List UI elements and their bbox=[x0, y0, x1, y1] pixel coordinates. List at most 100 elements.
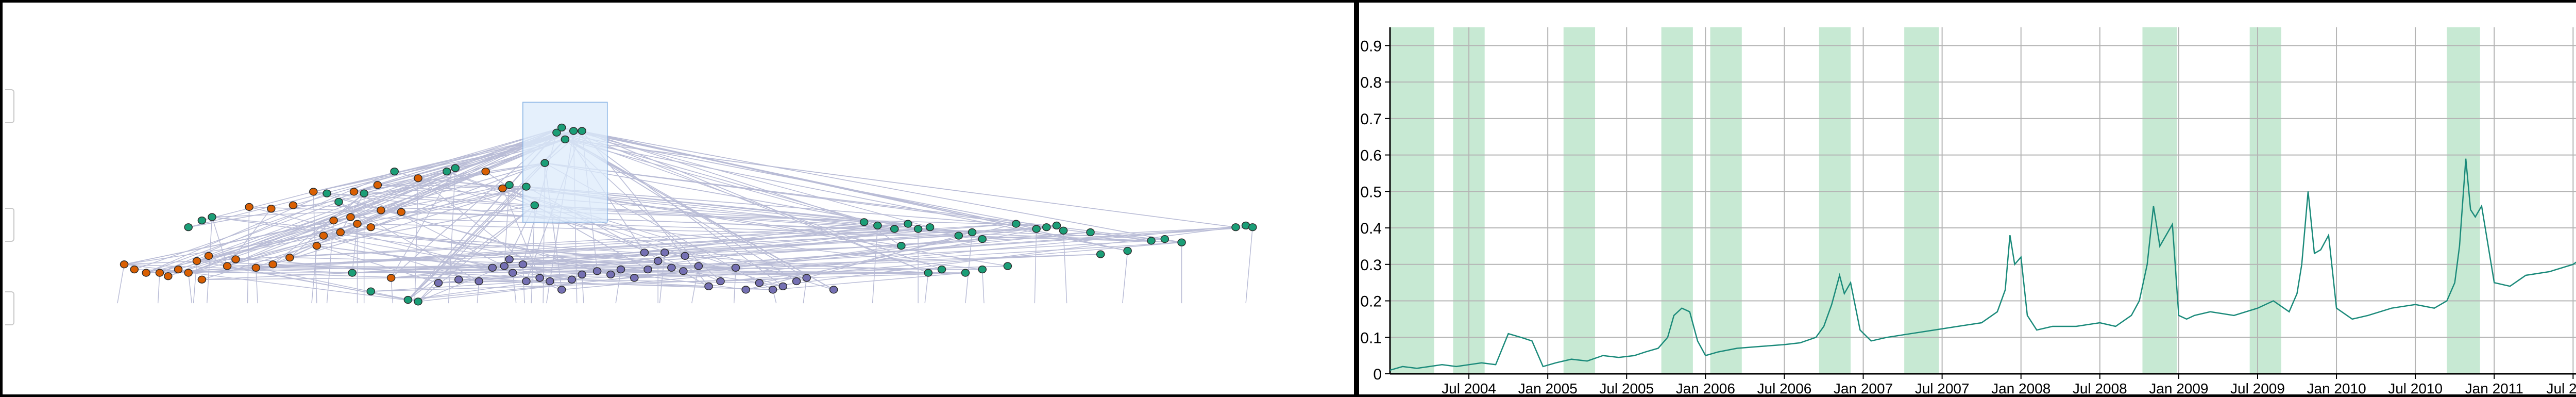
network-node-purple[interactable] bbox=[716, 277, 725, 286]
network-node-orange[interactable] bbox=[142, 269, 150, 277]
panel-edge-tab-2[interactable] bbox=[5, 208, 14, 242]
network-node-purple[interactable] bbox=[505, 255, 514, 263]
network-node-green[interactable] bbox=[505, 181, 514, 189]
panel-edge-tab-1[interactable] bbox=[5, 89, 14, 123]
network-node-green[interactable] bbox=[954, 231, 963, 240]
network-node-green[interactable] bbox=[1160, 235, 1170, 243]
network-node-purple[interactable] bbox=[792, 277, 801, 286]
network-node-purple[interactable] bbox=[802, 274, 811, 282]
network-node-orange[interactable] bbox=[373, 181, 382, 189]
network-node-orange[interactable] bbox=[174, 265, 183, 274]
network-node-purple[interactable] bbox=[741, 286, 750, 294]
panel-edge-tab-3[interactable] bbox=[5, 291, 14, 325]
network-node-green[interactable] bbox=[540, 159, 549, 167]
network-node-orange[interactable] bbox=[204, 252, 213, 260]
network-node-orange[interactable] bbox=[130, 265, 139, 274]
network-node-orange[interactable] bbox=[397, 208, 406, 216]
network-node-green[interactable] bbox=[403, 295, 413, 304]
network-node-orange[interactable] bbox=[267, 205, 276, 213]
network-node-green[interactable] bbox=[1086, 228, 1095, 237]
network-node-green[interactable] bbox=[925, 223, 935, 231]
network-node-purple[interactable] bbox=[567, 275, 577, 284]
network-node-orange[interactable] bbox=[329, 216, 338, 225]
network-node-green[interactable] bbox=[1123, 246, 1132, 255]
network-node-green[interactable] bbox=[569, 127, 578, 135]
network-node-green[interactable] bbox=[366, 287, 376, 295]
network-node-purple[interactable] bbox=[518, 260, 528, 269]
network-node-green[interactable] bbox=[561, 135, 570, 143]
network-node-purple[interactable] bbox=[606, 270, 615, 279]
network-node-orange[interactable] bbox=[164, 272, 173, 280]
network-node-green[interactable] bbox=[360, 189, 368, 197]
network-node-green[interactable] bbox=[1052, 221, 1061, 230]
network-node-green[interactable] bbox=[859, 218, 869, 226]
network-node-green[interactable] bbox=[1042, 223, 1051, 231]
network-node-green[interactable] bbox=[1231, 223, 1240, 231]
network-node-green[interactable] bbox=[1248, 223, 1257, 231]
network-node-orange[interactable] bbox=[251, 263, 261, 272]
network-node-orange[interactable] bbox=[498, 184, 507, 192]
network-node-green[interactable] bbox=[968, 228, 977, 237]
network-node-orange[interactable] bbox=[285, 254, 294, 262]
network-node-orange[interactable] bbox=[366, 223, 376, 231]
network-node-orange[interactable] bbox=[481, 167, 490, 176]
network-node-green[interactable] bbox=[961, 269, 970, 277]
network-node-purple[interactable] bbox=[768, 286, 777, 294]
network-node-orange[interactable] bbox=[155, 269, 164, 277]
network-node-green[interactable] bbox=[323, 189, 331, 197]
network-node-purple[interactable] bbox=[454, 275, 463, 284]
network-node-green[interactable] bbox=[904, 220, 912, 228]
network-node-purple[interactable] bbox=[535, 274, 544, 282]
network-node-green[interactable] bbox=[578, 127, 586, 135]
network-node-green[interactable] bbox=[924, 269, 933, 277]
network-node-green[interactable] bbox=[913, 225, 923, 233]
network-node-green[interactable] bbox=[897, 242, 906, 250]
network-node-purple[interactable] bbox=[508, 269, 517, 277]
network-node-purple[interactable] bbox=[679, 267, 688, 275]
network-node-green[interactable] bbox=[937, 265, 946, 274]
network-node-orange[interactable] bbox=[386, 274, 396, 282]
network-node-green[interactable] bbox=[334, 197, 343, 206]
network-node-green[interactable] bbox=[1147, 237, 1156, 245]
network-node-green[interactable] bbox=[1059, 226, 1068, 235]
network-node-purple[interactable] bbox=[488, 263, 497, 272]
network-node-orange[interactable] bbox=[353, 220, 362, 228]
network-node-green[interactable] bbox=[184, 223, 193, 231]
network-node-orange[interactable] bbox=[346, 213, 355, 221]
network-node-orange[interactable] bbox=[336, 228, 345, 237]
network-node-orange[interactable] bbox=[268, 260, 277, 269]
network-node-purple[interactable] bbox=[640, 249, 649, 257]
network-node-green[interactable] bbox=[552, 128, 561, 137]
network-node-green[interactable] bbox=[978, 235, 987, 243]
network-node-purple[interactable] bbox=[653, 257, 663, 265]
network-node-green[interactable] bbox=[414, 297, 422, 306]
network-node-green[interactable] bbox=[451, 164, 460, 172]
network-node-orange[interactable] bbox=[223, 262, 232, 270]
network-node-purple[interactable] bbox=[500, 262, 509, 270]
network-panel[interactable] bbox=[0, 0, 1357, 397]
network-node-green[interactable] bbox=[1011, 220, 1021, 228]
network-node-green[interactable] bbox=[530, 201, 539, 209]
network-node-green[interactable] bbox=[390, 167, 399, 176]
network-node-orange[interactable] bbox=[377, 206, 385, 214]
network-node-green[interactable] bbox=[208, 213, 216, 221]
network-node-purple[interactable] bbox=[434, 279, 443, 287]
network-node-green[interactable] bbox=[443, 167, 451, 176]
network-node-orange[interactable] bbox=[312, 242, 321, 250]
network-node-orange[interactable] bbox=[309, 188, 318, 196]
network-node-purple[interactable] bbox=[681, 252, 689, 260]
network-node-purple[interactable] bbox=[557, 286, 566, 294]
network-node-purple[interactable] bbox=[660, 249, 669, 257]
network-node-purple[interactable] bbox=[474, 277, 483, 286]
network-node-orange[interactable] bbox=[120, 260, 129, 269]
network-node-purple[interactable] bbox=[643, 265, 652, 274]
network-node-orange[interactable] bbox=[349, 188, 359, 196]
network-node-green[interactable] bbox=[557, 123, 566, 132]
network-node-purple[interactable] bbox=[778, 282, 788, 290]
network-node-orange[interactable] bbox=[319, 231, 328, 240]
network-node-green[interactable] bbox=[1177, 238, 1186, 246]
network-node-purple[interactable] bbox=[829, 286, 838, 294]
network-node-purple[interactable] bbox=[578, 270, 586, 279]
network-node-orange[interactable] bbox=[231, 255, 240, 263]
network-node-purple[interactable] bbox=[667, 263, 676, 272]
